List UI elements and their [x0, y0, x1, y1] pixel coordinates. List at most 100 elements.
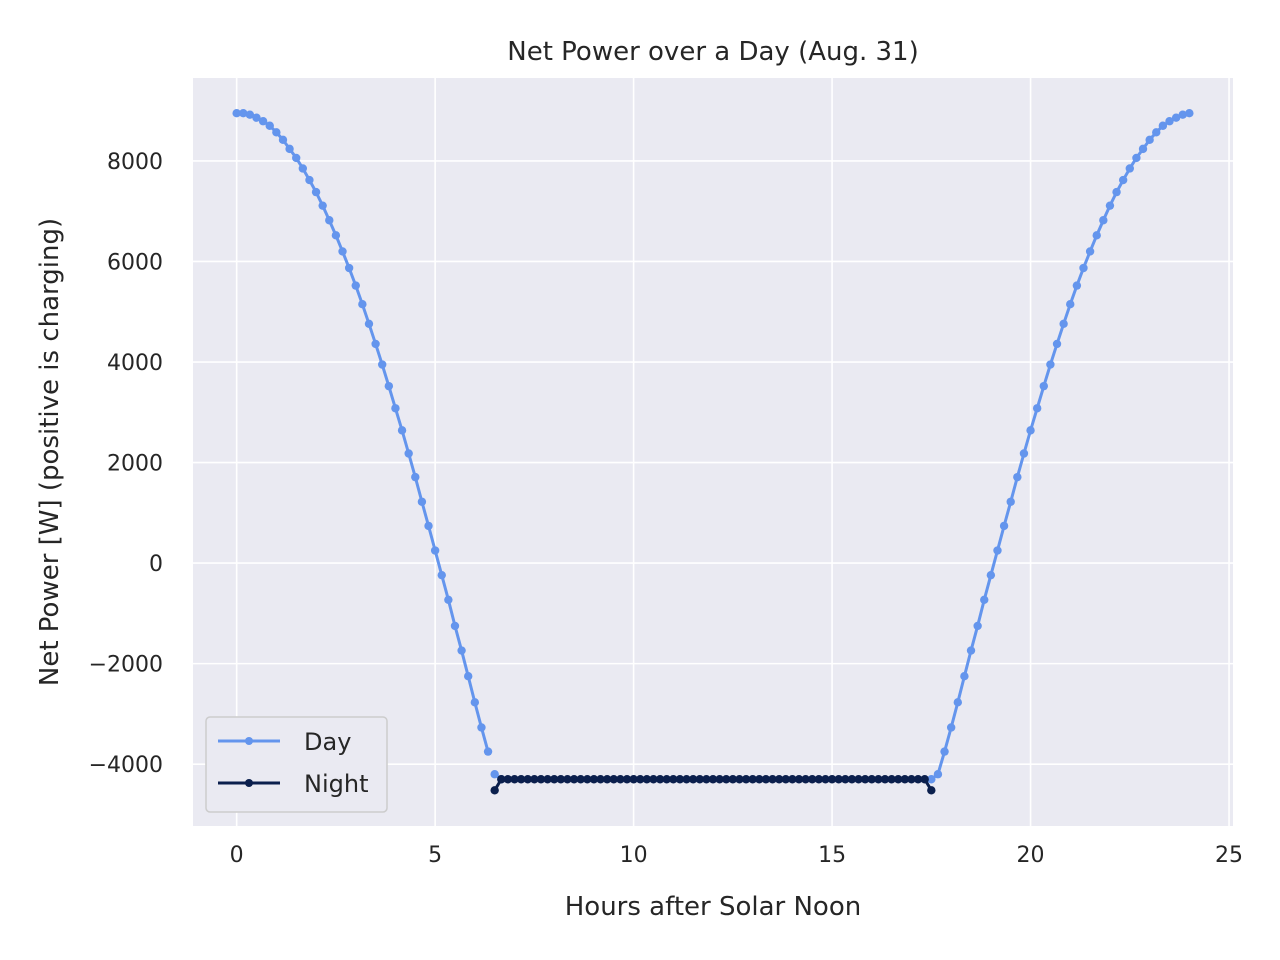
data-point-night	[920, 775, 929, 784]
data-point-night	[702, 775, 711, 784]
data-point-night	[688, 775, 698, 784]
data-point-night	[530, 775, 539, 784]
data-point-night	[708, 775, 718, 784]
y-axis-label: Net Power [W] (positive is charging)	[35, 218, 65, 686]
data-point-day	[1046, 360, 1055, 369]
data-point-night	[550, 775, 559, 784]
data-point-night	[662, 775, 671, 784]
data-point-day	[424, 521, 433, 531]
y-tick-label: 6000	[107, 250, 163, 275]
data-point-day	[457, 646, 466, 655]
data-point-day	[404, 449, 413, 458]
y-tick-labels: −4000 −2000 0 2000 4000 6000 8000	[89, 150, 163, 778]
data-point-night	[808, 775, 817, 784]
data-point-night	[642, 775, 652, 784]
data-point-night	[616, 775, 625, 784]
data-point-night	[516, 775, 526, 784]
data-point-day	[272, 128, 281, 137]
data-point-night	[497, 775, 506, 784]
data-point-day	[1138, 144, 1148, 154]
data-point-night	[874, 775, 883, 784]
data-point-night	[821, 775, 830, 784]
data-point-night	[794, 775, 804, 784]
data-point-night	[768, 775, 777, 784]
data-point-day	[384, 381, 394, 391]
data-point-day	[980, 595, 989, 604]
data-point-night	[636, 775, 645, 784]
data-point-night	[834, 775, 843, 784]
data-point-day	[933, 770, 943, 779]
data-point-day	[927, 775, 936, 784]
data-point-day	[953, 698, 962, 707]
data-point-day	[298, 164, 308, 173]
data-point-night	[682, 775, 691, 784]
legend: Day Night	[205, 716, 388, 813]
y-tick-label: 8000	[107, 150, 163, 175]
data-point-day	[483, 747, 493, 756]
y-tick-label: 0	[149, 552, 163, 577]
data-point-day	[358, 300, 367, 309]
chart-title: Net Power over a Day (Aug. 31)	[507, 37, 919, 67]
data-point-day	[1079, 263, 1088, 273]
data-point-day	[490, 770, 499, 779]
data-point-day	[1118, 175, 1128, 185]
data-point-day	[966, 646, 976, 655]
data-point-night	[655, 775, 665, 784]
data-point-day	[973, 621, 982, 631]
data-point-night	[827, 775, 837, 784]
data-point-night	[523, 775, 532, 784]
data-point-day	[1105, 201, 1115, 210]
y-tick-label: −2000	[89, 653, 163, 678]
data-point-day	[1013, 472, 1022, 482]
data-point-night	[669, 775, 678, 784]
data-point-night	[490, 786, 499, 795]
data-point-night	[583, 775, 592, 784]
data-point-day	[325, 216, 334, 225]
data-point-day	[1066, 300, 1075, 309]
series-layer	[232, 108, 1194, 795]
data-point-day	[311, 187, 321, 197]
data-point-day	[318, 201, 327, 210]
data-point-day	[993, 546, 1002, 555]
data-point-night	[675, 775, 685, 784]
data-point-day	[1158, 121, 1168, 130]
legend-day-marker	[245, 737, 253, 745]
y-tick-label: 4000	[107, 351, 163, 376]
data-point-day	[960, 672, 969, 681]
data-point-day	[344, 263, 354, 273]
data-point-day	[1125, 164, 1134, 173]
data-point-day	[265, 121, 274, 130]
x-tick-label: 25	[1215, 843, 1243, 868]
data-point-day	[351, 281, 360, 290]
data-point-night	[722, 775, 731, 784]
data-point-night	[576, 775, 585, 784]
data-point-day	[411, 472, 420, 482]
series-night	[490, 775, 936, 795]
data-point-night	[927, 786, 936, 795]
data-point-day	[1165, 117, 1174, 126]
x-axis-label: Hours after Solar Noon	[565, 892, 861, 922]
series-line-day	[930, 111, 1190, 781]
data-point-day	[437, 570, 446, 580]
data-point-day	[946, 723, 956, 732]
data-point-day	[1052, 339, 1062, 349]
data-point-night	[596, 775, 605, 784]
data-point-day	[305, 175, 314, 185]
data-point-night	[860, 775, 870, 784]
data-point-day	[1112, 187, 1121, 197]
data-point-day	[1072, 281, 1082, 290]
data-point-day	[1145, 135, 1154, 145]
data-point-night	[503, 775, 513, 784]
data-point-day	[999, 521, 1009, 531]
data-point-day	[371, 339, 380, 349]
data-point-night	[781, 775, 790, 784]
data-point-day	[1039, 381, 1048, 391]
data-point-day	[1171, 113, 1181, 122]
data-point-night	[907, 775, 916, 784]
data-point-night	[715, 775, 724, 784]
data-point-day	[252, 113, 261, 122]
data-point-night	[589, 775, 599, 784]
legend-day-label: Day	[304, 728, 351, 756]
data-point-night	[774, 775, 784, 784]
